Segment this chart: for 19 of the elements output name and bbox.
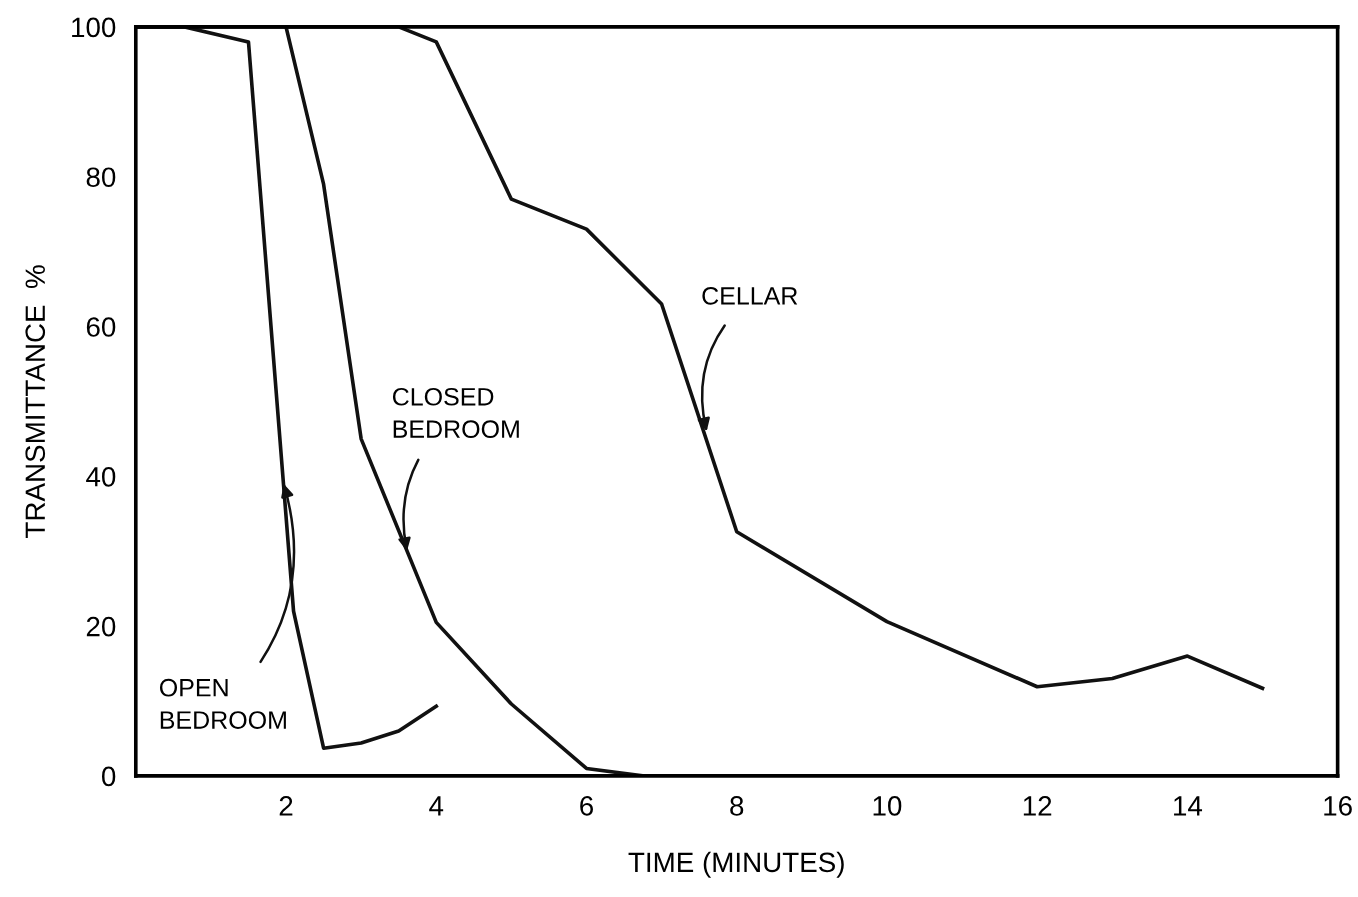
y-tick-label: 40 xyxy=(86,466,116,487)
x-tick-label: 4 xyxy=(429,796,444,816)
y-tick-label: 60 xyxy=(86,317,116,337)
x-axis-title: TIME (MINUTES) xyxy=(628,851,844,878)
y-tick-label: 20 xyxy=(86,616,116,637)
x-tick-label: 14 xyxy=(1174,796,1203,816)
x-tick-label: 12 xyxy=(1023,796,1052,816)
annotation: CELLAR xyxy=(702,287,798,305)
y-axis-title: TRANSMITTANCE % xyxy=(25,265,46,538)
x-tick-label: 16 xyxy=(1324,796,1352,816)
x-tick-label: 8 xyxy=(730,796,744,816)
x-tick-label: 2 xyxy=(279,796,293,816)
x-tick-label: 10 xyxy=(873,796,902,816)
x-tick-label: 6 xyxy=(580,796,593,816)
annotation: CLOSED BEDROOM xyxy=(392,387,519,438)
annotation: OPEN BEDROOM xyxy=(159,678,286,729)
y-tick-label: 80 xyxy=(86,167,116,188)
y-tick-label: 100 xyxy=(72,17,116,38)
y-tick-label: 0 xyxy=(101,766,116,787)
